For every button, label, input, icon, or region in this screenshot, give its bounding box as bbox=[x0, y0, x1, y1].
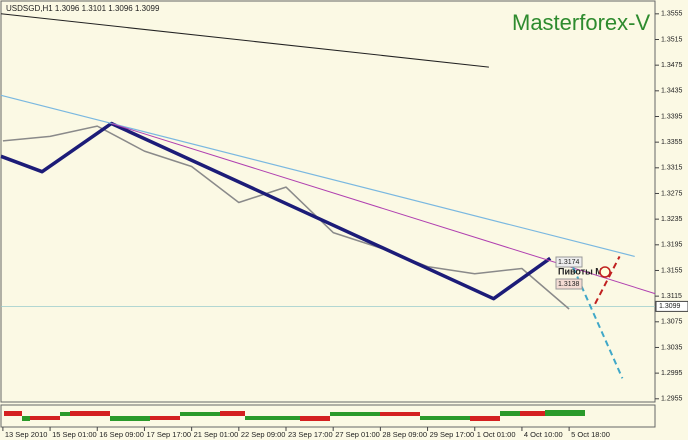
y-tick-label: 1.2955 bbox=[661, 396, 683, 403]
x-tick-label: 23 Sep 17:00 bbox=[288, 430, 333, 439]
current-price-box bbox=[655, 300, 688, 312]
y-tick-label: 1.3355 bbox=[661, 139, 683, 146]
y-tick-label: 1.3435 bbox=[661, 88, 683, 95]
y-tick-label: 1.2995 bbox=[661, 370, 683, 377]
x-tick-label: 1 Oct 01:00 bbox=[477, 430, 516, 439]
y-tick-label: 1.3035 bbox=[661, 344, 683, 351]
y-tick-label: 1.3075 bbox=[661, 319, 683, 326]
y-tick-label: 1.3155 bbox=[661, 267, 683, 274]
y-tick-label: 1.3555 bbox=[661, 11, 683, 18]
indicator-red bbox=[4, 411, 545, 421]
watermark: Masterforex-V bbox=[512, 10, 650, 35]
series-line bbox=[594, 255, 621, 305]
x-tick-label: 17 Sep 17:00 bbox=[146, 430, 191, 439]
chart-title: USDSGD,H1 1.3096 1.3101 1.3096 1.3099 bbox=[6, 4, 160, 13]
x-tick-label: 29 Sep 17:00 bbox=[430, 430, 475, 439]
series-line bbox=[568, 257, 624, 379]
pivot-label: Пивоты МФ bbox=[558, 266, 611, 276]
y-tick-label: 1.3315 bbox=[661, 165, 683, 172]
indicator-bars bbox=[4, 410, 585, 421]
indicator-green bbox=[22, 410, 585, 421]
x-tick-label: 4 Oct 10:00 bbox=[524, 430, 563, 439]
x-tick-label: 28 Sep 09:00 bbox=[382, 430, 427, 439]
price-tag-box bbox=[555, 256, 583, 268]
y-tick-label: 1.3275 bbox=[661, 190, 683, 197]
x-tick-label: 5 Oct 18:00 bbox=[571, 430, 610, 439]
pivot-marker bbox=[599, 266, 611, 278]
y-tick-label: 1.3515 bbox=[661, 36, 683, 43]
y-tick-label: 1.3115 bbox=[661, 293, 682, 300]
x-tick-label: 16 Sep 09:00 bbox=[99, 430, 144, 439]
series-line bbox=[0, 94, 635, 257]
price-tag: 1.3174 bbox=[558, 259, 580, 266]
y-tick-label: 1.3475 bbox=[661, 62, 683, 69]
x-tick-label: 27 Sep 01:00 bbox=[335, 430, 380, 439]
series-line bbox=[0, 13, 489, 68]
x-tick-label: 22 Sep 09:00 bbox=[241, 430, 286, 439]
series-line bbox=[2, 125, 570, 310]
price-tag: 1.3138 bbox=[558, 281, 580, 288]
price-tag-box bbox=[555, 278, 583, 290]
x-tick-label: 21 Sep 01:00 bbox=[194, 430, 239, 439]
current-price-label: 1.3099 bbox=[659, 303, 681, 310]
y-tick-label: 1.3195 bbox=[661, 242, 683, 249]
y-tick-label: 1.3395 bbox=[661, 113, 683, 120]
y-tick-label: 1.3235 bbox=[661, 216, 683, 223]
plot-frame bbox=[0, 0, 656, 403]
x-tick-label: 15 Sep 01:00 bbox=[52, 430, 97, 439]
x-tick-label: 13 Sep 2010 bbox=[5, 430, 48, 439]
